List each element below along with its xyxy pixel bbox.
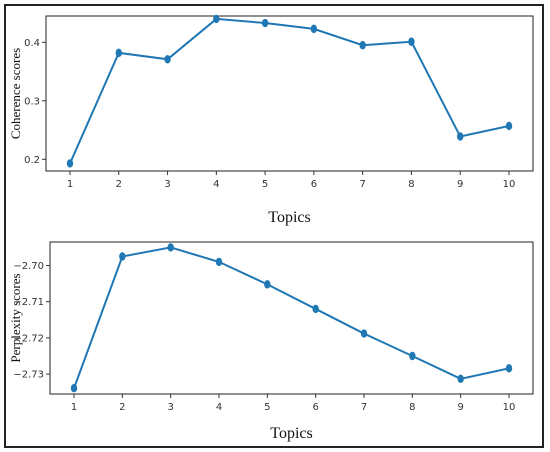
chart-1-x-tick-label: 10 xyxy=(503,179,516,190)
chart-1-data-point xyxy=(408,37,415,46)
chart-2-y-tick-label: −2.70 xyxy=(13,261,44,272)
chart-1-data-point xyxy=(261,18,269,28)
chart-1-data-point xyxy=(213,14,220,24)
chart-2-x-tick-label: 9 xyxy=(457,402,463,413)
chart-2-data-point xyxy=(215,257,223,267)
chart-2-axes-box xyxy=(49,241,534,395)
chart-2-series-line xyxy=(73,246,510,389)
chart-2-x-tick-label: 5 xyxy=(264,402,270,413)
chart-2-x-tick-label: 3 xyxy=(167,402,173,413)
chart-2-x-tick-label: 6 xyxy=(312,402,318,413)
figure-frame: 1 2 3 4 5 6 7 8 9 10 0.2 0.3 0.4 Topics Coherence scor… xyxy=(4,4,544,448)
chart-1-data-point xyxy=(505,121,513,131)
chart-1-y-tick-label: 0.4 xyxy=(24,38,40,49)
chart-1-data-point xyxy=(457,132,464,141)
chart-2-data-point xyxy=(167,243,174,252)
chart-1-x-tick-label: 4 xyxy=(213,179,219,190)
chart-1-x-axis-label: Topics xyxy=(268,209,310,226)
chart-1-x-tick-label: 7 xyxy=(359,179,365,190)
chart-1-data-point xyxy=(310,24,318,34)
chart-1-axes-box xyxy=(45,15,534,172)
charts-svg: 1 2 3 4 5 6 7 8 9 10 0.2 0.3 0.4 Topics Coherence scor… xyxy=(8,14,534,442)
chart-1-x-tick-label: 3 xyxy=(164,179,170,190)
chart-1-x-tick-label: 5 xyxy=(262,179,268,190)
chart-1-y-tick-label: 0.3 xyxy=(24,96,40,107)
chart-2-data-point xyxy=(312,304,319,314)
chart-2-x-tick-label: 4 xyxy=(216,402,222,413)
chart-2-data-point xyxy=(409,351,416,361)
chart-2-data-point xyxy=(119,252,126,261)
chart-1-series-line xyxy=(69,17,510,164)
chart-2-x-tick-label: 8 xyxy=(409,402,415,413)
chart-1-data-point xyxy=(66,159,74,168)
chart-1-data-point xyxy=(164,55,171,64)
chart-2-y-tick-label: −2.71 xyxy=(13,297,44,308)
chart-2-y-axis-label: Perplexity scores xyxy=(8,273,23,362)
chart-1-x-tick-label: 6 xyxy=(311,179,317,190)
chart-2-x-tick-label: 2 xyxy=(119,402,125,413)
chart-1-data-point xyxy=(115,48,122,58)
chart-1-y-tick-label: 0.2 xyxy=(24,155,40,166)
chart-2-data-point xyxy=(264,280,271,289)
chart-1-x-tick-label: 2 xyxy=(116,179,122,190)
chart-2-y-tick-label: −2.72 xyxy=(13,333,44,344)
chart-1-x-tick-label: 9 xyxy=(457,179,463,190)
chart-1-x-tick-label: 1 xyxy=(67,179,73,190)
chart-2-x-axis-label: Topics xyxy=(270,425,312,442)
chart-1-data-point xyxy=(359,41,366,50)
chart-1-x-tick-label: 8 xyxy=(408,179,414,190)
chart-2-data-point xyxy=(70,384,78,393)
chart-2-y-tick-label: −2.73 xyxy=(13,370,44,381)
chart-2-data-point xyxy=(360,329,368,338)
chart-2-data-point xyxy=(505,364,513,373)
chart-1-y-axis-label: Coherence scores xyxy=(8,48,23,139)
chart-2-x-tick-label: 1 xyxy=(71,402,77,413)
chart-2-x-tick-label: 7 xyxy=(361,402,367,413)
chart-2-data-point xyxy=(457,374,464,383)
chart-2-x-tick-label: 10 xyxy=(503,402,516,413)
